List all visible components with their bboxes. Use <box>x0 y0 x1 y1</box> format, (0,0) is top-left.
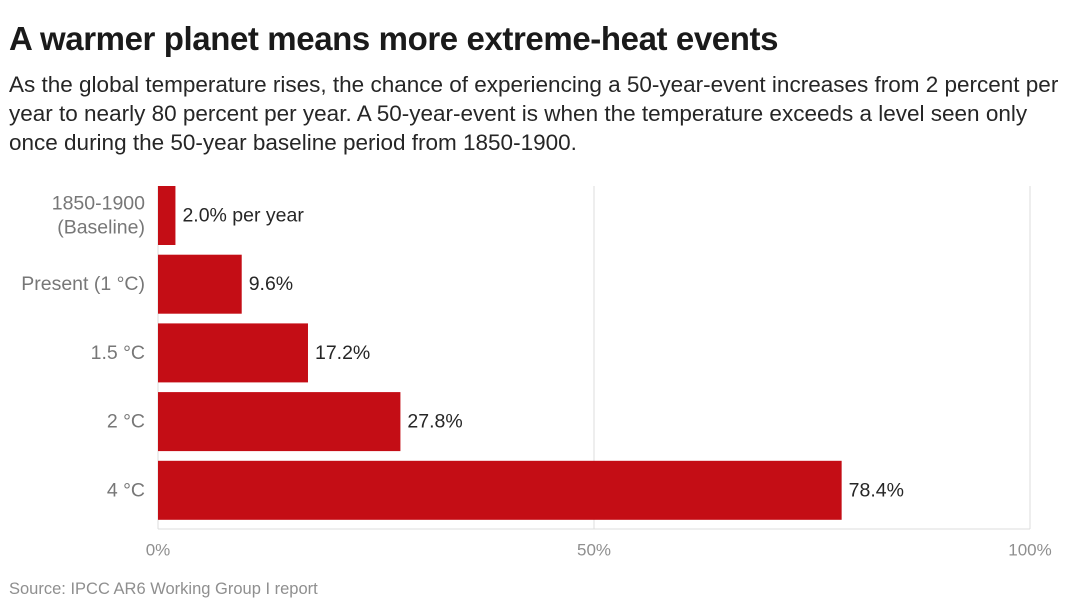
bar <box>158 392 401 452</box>
bar <box>158 460 842 520</box>
x-tick-label: 0% <box>146 541 171 560</box>
chart-title: A warmer planet means more extreme-heat … <box>9 20 779 57</box>
category-label: 4 °C <box>107 479 145 501</box>
source-note: Source: IPCC AR6 Working Group I report <box>9 580 318 598</box>
category-label: 1.5 °C <box>91 342 145 364</box>
data-label: 78.4% <box>849 479 904 501</box>
chart-subtitle: As the global temperature rises, the cha… <box>9 72 1059 155</box>
data-label: 2.0% per year <box>182 205 304 227</box>
x-tick-label: 100% <box>1008 541 1051 560</box>
data-label: 17.2% <box>315 342 370 364</box>
category-label: 1850-1900 <box>52 193 145 215</box>
bar <box>158 323 308 383</box>
x-tick-label: 50% <box>577 541 611 560</box>
bar <box>158 186 176 245</box>
category-label: 2 °C <box>107 411 145 433</box>
data-label: 27.8% <box>407 411 462 433</box>
data-label: 9.6% <box>249 273 293 295</box>
bar <box>158 254 242 314</box>
category-label: Present (1 °C) <box>21 273 145 295</box>
category-label: (Baseline) <box>57 217 145 239</box>
bar-chart: 1850-1900(Baseline) 2.0% per year Present … <box>21 186 1052 560</box>
